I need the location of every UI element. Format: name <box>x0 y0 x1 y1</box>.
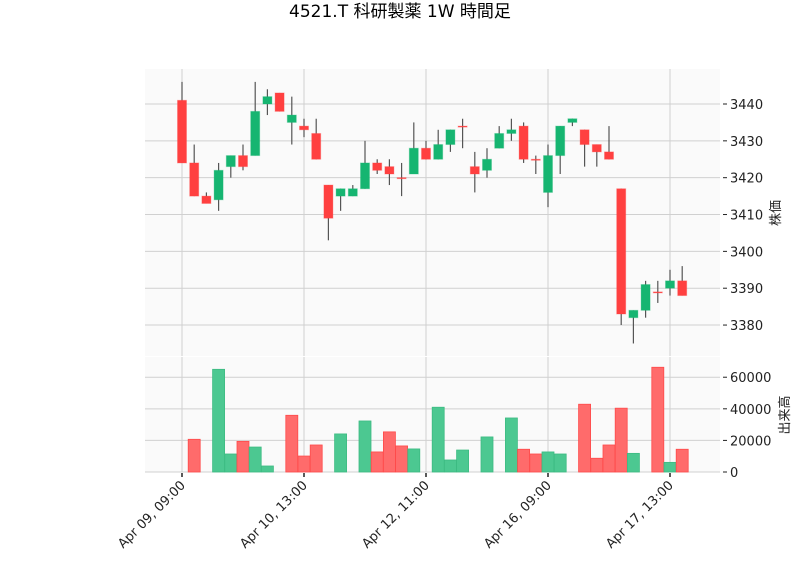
candle-body <box>213 169 224 201</box>
volume-bar <box>480 436 494 473</box>
candle-body <box>628 309 639 319</box>
candle-body <box>262 96 273 105</box>
price-tick-label: 3440 <box>730 98 763 113</box>
candle-body <box>177 99 187 164</box>
candle-body <box>396 177 407 180</box>
candle-body <box>384 166 395 175</box>
x-tick-label: Apr 12, 11:00 <box>359 478 432 551</box>
volume-tick-label: 40000 <box>730 403 771 418</box>
volume-bar <box>517 448 530 473</box>
volume-bar <box>212 368 226 473</box>
candle-body <box>360 162 370 190</box>
volume-bar <box>602 444 616 473</box>
candle-body <box>494 132 505 149</box>
candle-body <box>372 162 383 171</box>
volume-bar <box>504 417 518 473</box>
x-tick-label: Apr 10, 13:00 <box>237 478 310 551</box>
candle-body <box>335 188 346 197</box>
candle-body <box>225 155 236 168</box>
volume-bar <box>675 448 689 473</box>
volume-bar <box>297 455 311 473</box>
volume-bar <box>529 453 543 473</box>
candle-body <box>457 125 468 128</box>
candle-body <box>530 158 541 161</box>
volume-bar <box>334 433 348 473</box>
price-tick-label: 3420 <box>730 172 763 187</box>
candle-body <box>274 92 285 112</box>
volume-bar <box>309 444 323 473</box>
volume-bar <box>285 414 299 473</box>
volume-bar <box>590 457 604 473</box>
volume-bar <box>248 446 262 473</box>
price-axis-label: 株価 <box>769 200 784 226</box>
candle-body <box>591 144 602 153</box>
chart-title: 4521.T 科研製薬 1W 時間足 <box>289 2 511 22</box>
volume-bars <box>187 366 689 473</box>
x-tick-label: Apr 09, 09:00 <box>115 478 188 551</box>
price-tick-label: 3410 <box>730 209 763 224</box>
candle-body <box>250 110 261 157</box>
volume-bar <box>260 465 274 473</box>
candle-body <box>469 166 480 175</box>
volume-tick-label: 20000 <box>730 434 771 449</box>
volume-tick-label: 60000 <box>730 371 771 386</box>
volume-bar <box>382 431 396 473</box>
volume-bar <box>578 403 591 473</box>
candle-body <box>299 125 309 131</box>
candle-body <box>616 188 627 315</box>
candle-body <box>238 155 248 168</box>
x-tick-label: Apr 17, 13:00 <box>603 478 676 551</box>
candle-body <box>640 284 651 311</box>
candles <box>177 81 688 344</box>
volume-bar <box>553 453 567 473</box>
price-tick-label: 3390 <box>730 282 763 297</box>
candle-body <box>543 155 553 193</box>
volume-bar <box>370 451 384 473</box>
candle-body <box>421 147 431 160</box>
volume-bar <box>651 366 665 473</box>
candle-body <box>652 291 663 294</box>
candle-body <box>518 125 529 160</box>
candle-body <box>286 114 297 123</box>
candle-body <box>579 129 590 146</box>
volume-bar <box>456 449 470 473</box>
price-tick-label: 3400 <box>730 245 763 260</box>
candle-body <box>677 280 688 297</box>
volume-bar <box>443 459 457 473</box>
candle-body <box>567 118 578 123</box>
volume-bar <box>395 445 409 473</box>
candle-body <box>555 125 566 157</box>
x-tick-label: Apr 16, 09:00 <box>481 478 554 551</box>
candle-body <box>433 144 444 160</box>
volume-axis-label: 出来高 <box>777 395 793 434</box>
candle-body <box>506 129 517 134</box>
price-tick-label: 3380 <box>730 319 763 334</box>
volume-bar <box>407 448 421 473</box>
price-tick-label: 3430 <box>730 135 763 150</box>
volume-bar <box>541 451 555 473</box>
candle-body <box>445 129 456 146</box>
volume-tick-label: 0 <box>730 466 738 481</box>
candle-body <box>604 151 614 160</box>
candle-body <box>482 158 492 171</box>
candle-body <box>201 195 212 204</box>
candle-body <box>323 184 334 219</box>
volume-bar <box>663 461 677 473</box>
volume-bar <box>431 406 445 473</box>
volume-bar <box>358 420 372 473</box>
volume-bar <box>614 407 628 473</box>
candle-body <box>408 147 419 175</box>
candle-body <box>311 132 322 160</box>
volume-bar <box>627 452 640 473</box>
candle-body <box>665 280 675 289</box>
candle-body <box>189 162 200 197</box>
volume-bar <box>187 438 201 473</box>
candle-body <box>347 188 358 197</box>
volume-bar <box>236 440 250 473</box>
volume-bar <box>224 453 238 473</box>
